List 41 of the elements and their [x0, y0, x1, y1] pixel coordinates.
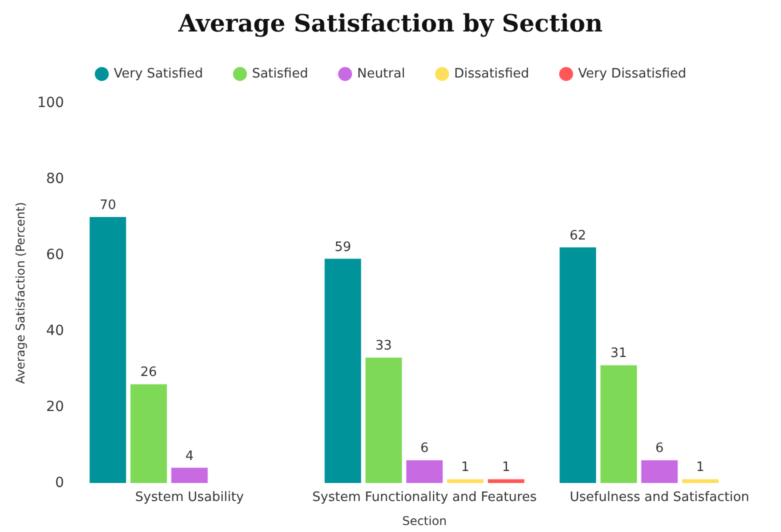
- legend-label: Neutral: [357, 66, 406, 82]
- x-tick-label: System Usability: [135, 490, 244, 505]
- x-tick-label: System Functionality and Features: [312, 490, 537, 505]
- bar: [560, 247, 596, 483]
- bar: [130, 384, 167, 483]
- data-label: 4: [185, 448, 194, 464]
- bar: [324, 258, 362, 483]
- bar: [447, 479, 484, 483]
- y-axis-title: Average Satisfaction (Percent): [13, 202, 28, 384]
- data-label: 62: [570, 228, 586, 244]
- data-label: 26: [140, 365, 157, 380]
- y-tick-label: 80: [46, 171, 64, 187]
- bar: [682, 479, 719, 483]
- bar: [600, 365, 637, 483]
- legend-label: Very Satisfied: [114, 66, 203, 82]
- y-tick-label: 40: [46, 323, 64, 339]
- x-tick-label: Usefulness and Satisfaction: [570, 490, 750, 505]
- y-tick-label: 60: [46, 247, 64, 263]
- chart-title: Average Satisfaction by Section: [177, 8, 603, 38]
- bar: [406, 460, 443, 483]
- data-label: 6: [420, 441, 429, 456]
- y-tick-label: 100: [37, 95, 64, 111]
- legend-label: Dissatisfied: [454, 66, 530, 82]
- bar: [90, 217, 126, 483]
- y-tick-label: 20: [46, 399, 64, 415]
- data-label: 59: [334, 240, 352, 255]
- y-tick-label: 0: [55, 475, 64, 491]
- bar: [488, 479, 524, 483]
- data-label: 31: [610, 346, 627, 362]
- bar: [641, 460, 678, 483]
- data-label: 33: [375, 338, 392, 354]
- x-axis-title: Section: [402, 514, 447, 528]
- bar: [365, 358, 402, 483]
- data-label: 70: [100, 198, 116, 213]
- data-label: 6: [655, 441, 664, 456]
- data-label: 1: [696, 460, 704, 476]
- legend-label: Satisfied: [252, 66, 308, 82]
- data-label: 1: [502, 460, 510, 476]
- legend-label: Very Dissatisfied: [578, 66, 686, 82]
- bar: [171, 468, 208, 483]
- data-label: 1: [461, 460, 470, 476]
